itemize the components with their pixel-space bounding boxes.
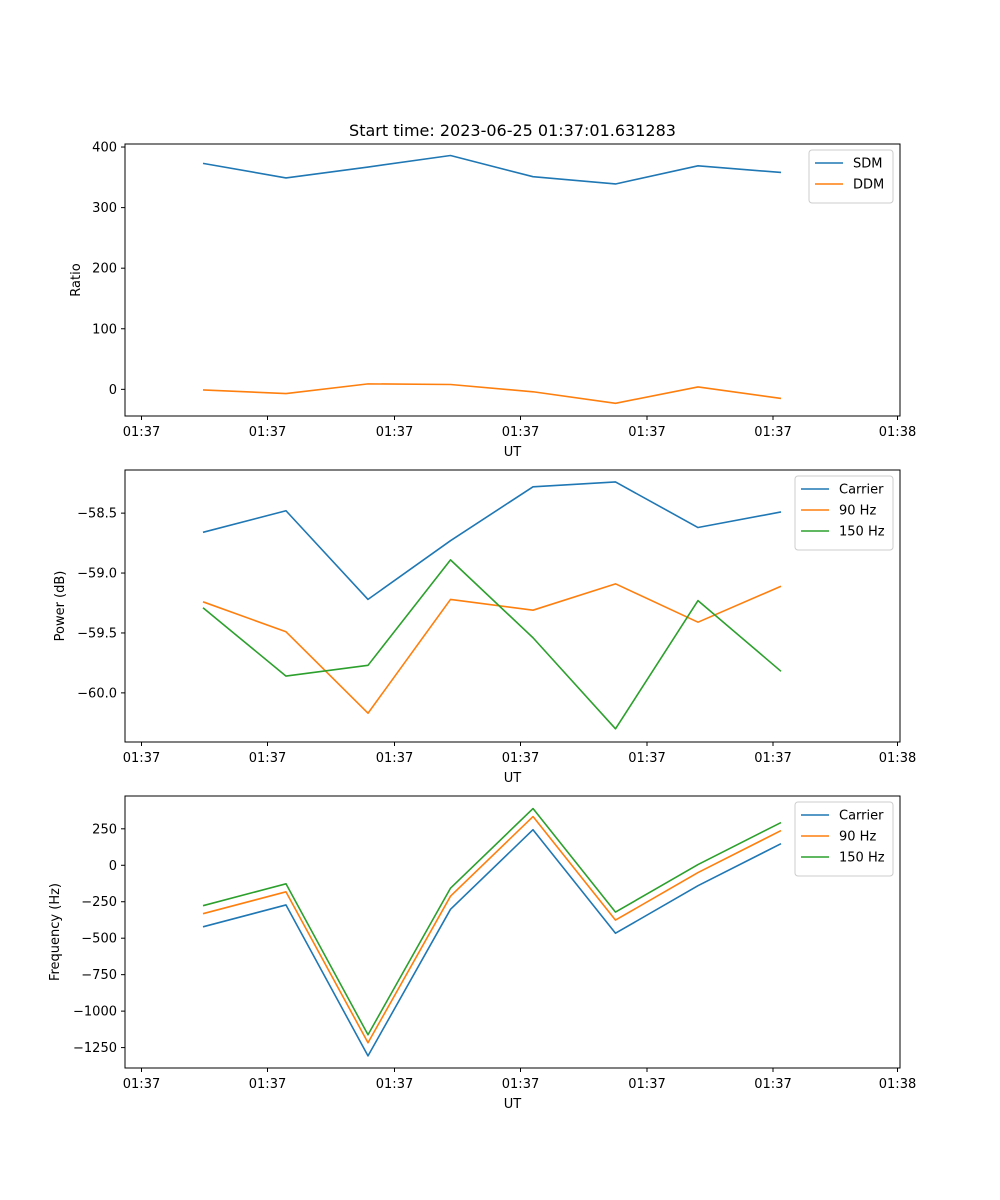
x-tick-label: 01:38	[879, 751, 916, 766]
axes-frame-1	[124, 143, 901, 417]
y-tick-label: −58.5	[77, 507, 117, 522]
y-tick-label: 100	[92, 322, 117, 337]
legend-label: DDM	[853, 178, 884, 193]
x-tick-label: 01:37	[376, 1077, 413, 1092]
series-line-150-hz	[202, 807, 782, 1036]
x-tick-label: 01:37	[628, 751, 665, 766]
x-tick-label: 01:37	[249, 1077, 286, 1092]
series-line-carrier	[202, 481, 782, 601]
x-axis-label: UT	[504, 771, 522, 786]
legend-label: SDM	[853, 157, 882, 172]
legend-label: 90 Hz	[839, 830, 876, 845]
legend-label: 150 Hz	[839, 525, 885, 540]
chart-title: Start time: 2023-06-25 01:37:01.631283	[349, 121, 676, 140]
x-tick-label: 01:37	[628, 1077, 665, 1092]
y-tick-label: 0	[109, 859, 117, 874]
legend-label: 90 Hz	[839, 504, 876, 519]
series-line-sdm	[202, 154, 782, 185]
x-tick-label: 01:37	[754, 1077, 791, 1092]
x-tick-label: 01:37	[502, 751, 539, 766]
x-tick-label: 01:37	[502, 1077, 539, 1092]
y-axis-label: Power (dB)	[53, 571, 68, 642]
y-tick-label: −60.0	[77, 686, 117, 701]
legend-label: Carrier	[839, 483, 884, 498]
series-line-150-hz	[202, 559, 782, 730]
y-tick-label: −1000	[73, 1005, 117, 1020]
y-axis-label: Ratio	[69, 263, 84, 296]
x-tick-label: 01:37	[123, 1077, 160, 1092]
x-tick-label: 01:38	[879, 1077, 916, 1092]
y-tick-label: 250	[92, 822, 117, 837]
x-tick-label: 01:37	[376, 751, 413, 766]
x-tick-label: 01:37	[123, 751, 160, 766]
axes-frame-3	[124, 795, 901, 1069]
legend-label: Carrier	[839, 809, 884, 824]
y-tick-label: −500	[81, 932, 117, 947]
legend-label: 150 Hz	[839, 851, 885, 866]
series-line-ddm	[202, 383, 782, 405]
y-tick-label: 200	[92, 262, 117, 277]
series-line-carrier	[202, 828, 782, 1057]
x-tick-label: 01:37	[754, 751, 791, 766]
x-axis-label: UT	[504, 445, 522, 460]
x-tick-label: 01:37	[123, 425, 160, 440]
axes-frame-2	[124, 469, 901, 743]
y-axis-label: Frequency (Hz)	[48, 883, 63, 981]
y-tick-label: −750	[81, 968, 117, 983]
y-tick-label: −59.5	[77, 626, 117, 641]
x-tick-label: 01:37	[502, 425, 539, 440]
y-tick-label: 400	[92, 141, 117, 156]
y-tick-label: −250	[81, 895, 117, 910]
y-tick-label: 300	[92, 201, 117, 216]
x-tick-label: 01:37	[249, 425, 286, 440]
y-tick-label: −59.0	[77, 567, 117, 582]
x-tick-label: 01:37	[628, 425, 665, 440]
series-line-90-hz	[202, 583, 782, 715]
x-tick-label: 01:38	[879, 425, 916, 440]
x-tick-label: 01:37	[249, 751, 286, 766]
y-tick-label: −1250	[73, 1041, 117, 1056]
x-tick-label: 01:37	[754, 425, 791, 440]
x-axis-label: UT	[504, 1097, 522, 1112]
x-tick-label: 01:37	[376, 425, 413, 440]
y-tick-label: 0	[109, 383, 117, 398]
series-line-90-hz	[202, 815, 782, 1044]
